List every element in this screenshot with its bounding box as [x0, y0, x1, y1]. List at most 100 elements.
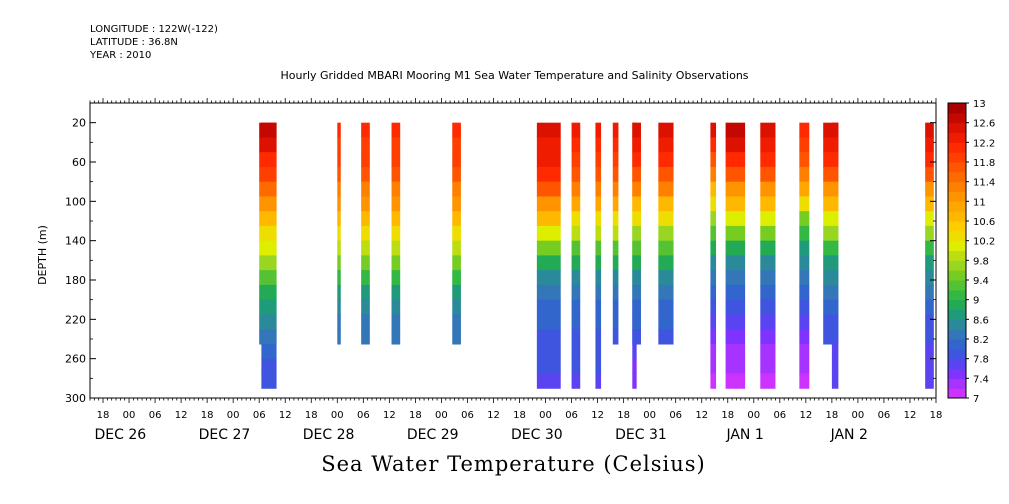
data-cell [612, 211, 619, 227]
colorbar-swatch [948, 368, 966, 379]
data-cell [452, 152, 461, 168]
data-cell [612, 299, 619, 316]
data-cell [536, 181, 561, 198]
colorbar-label: 8.2 [973, 335, 989, 346]
x-tick-label: 00 [331, 410, 344, 421]
data-cell [571, 196, 581, 212]
data-cell [337, 166, 341, 183]
x-tick-label: 06 [461, 410, 474, 421]
data-cell [361, 299, 370, 316]
colorbar-label: 11 [973, 197, 986, 208]
colorbar-swatch [948, 299, 966, 310]
data-cell [536, 329, 561, 345]
x-day-label: JAN 1 [725, 427, 763, 443]
x-tick-label: 18 [201, 410, 214, 421]
data-cell [799, 329, 810, 345]
data-cell [261, 284, 277, 301]
data-cell [452, 225, 461, 242]
data-cell [571, 358, 581, 375]
data-cell [925, 284, 934, 301]
data-cell [361, 137, 370, 153]
colorbar-swatch [948, 152, 966, 163]
data-cell [571, 181, 581, 198]
colorbar-swatch [948, 358, 966, 369]
colorbar-label: 9.4 [973, 276, 989, 287]
y-tick-label: 60 [72, 156, 86, 169]
data-cell [710, 196, 717, 212]
data-cell [632, 343, 637, 360]
colorbar-swatch [948, 378, 966, 389]
data-cell [452, 270, 461, 286]
data-cell [452, 196, 461, 212]
data-cell [361, 240, 370, 257]
data-cell [760, 240, 776, 257]
data-cell [361, 314, 370, 330]
y-tick-label: 20 [72, 117, 86, 130]
data-cell [337, 255, 341, 271]
data-cell [925, 137, 934, 153]
data-cell [725, 166, 746, 183]
data-cell [710, 122, 717, 139]
data-cell [658, 122, 674, 139]
data-cell [337, 284, 341, 301]
colorbar-swatch [948, 230, 966, 242]
data-cell [452, 255, 461, 271]
data-cell [452, 137, 461, 153]
data-cell [925, 122, 934, 139]
data-cell [391, 284, 401, 301]
data-cell [831, 196, 839, 212]
data-cell [337, 314, 341, 330]
data-cell [261, 196, 277, 212]
data-cell [710, 329, 717, 345]
data-cell [536, 152, 561, 168]
data-cell [710, 181, 717, 198]
data-cell [337, 240, 341, 257]
data-cell [632, 196, 637, 212]
y-tick-label: 180 [65, 274, 86, 287]
data-cell [571, 284, 581, 301]
colorbar-swatch [948, 142, 966, 153]
data-cell [361, 211, 370, 227]
data-cell [261, 152, 277, 168]
data-cell [536, 137, 561, 153]
colorbar-swatch [948, 319, 966, 330]
data-cell [632, 152, 637, 168]
data-cell [799, 343, 810, 360]
data-cell [831, 137, 839, 153]
data-cell [725, 137, 746, 153]
latitude-label: LATITUDE : 36.8N [90, 37, 178, 48]
data-cell [536, 240, 561, 257]
colorbar: 13 12.6 12.2 11.8 11.4 11 10.6 10.2 9.8 9.4 9 8.6 8.… [947, 99, 995, 405]
data-cell [710, 270, 717, 286]
data-cell [658, 255, 674, 271]
data-cell [452, 211, 461, 227]
data-cell [595, 270, 602, 286]
data-cell [658, 240, 674, 257]
data-cell [536, 196, 561, 212]
colorbar-swatch [948, 260, 966, 271]
y-tick-label: 300 [65, 392, 86, 405]
data-columns [259, 122, 934, 389]
data-cell [361, 166, 370, 183]
data-cell [571, 270, 581, 286]
data-cell [261, 122, 277, 139]
data-cell [571, 122, 581, 139]
data-cell [261, 343, 277, 360]
data-cell [612, 284, 619, 301]
data-cell [658, 152, 674, 168]
data-cell [831, 166, 839, 183]
data-cell [595, 284, 602, 301]
data-cell [361, 225, 370, 242]
data-cell [725, 270, 746, 286]
data-cell [452, 284, 461, 301]
data-cell [710, 225, 717, 242]
data-cell [261, 211, 277, 227]
colorbar-swatch [948, 211, 966, 222]
data-cell [361, 255, 370, 271]
colorbar-label: 7.4 [973, 374, 989, 385]
colorbar-label: 12.2 [973, 138, 995, 149]
data-cell [760, 152, 776, 168]
data-cell [925, 343, 934, 360]
colorbar-label: 13 [973, 99, 986, 110]
data-cell [595, 225, 602, 242]
